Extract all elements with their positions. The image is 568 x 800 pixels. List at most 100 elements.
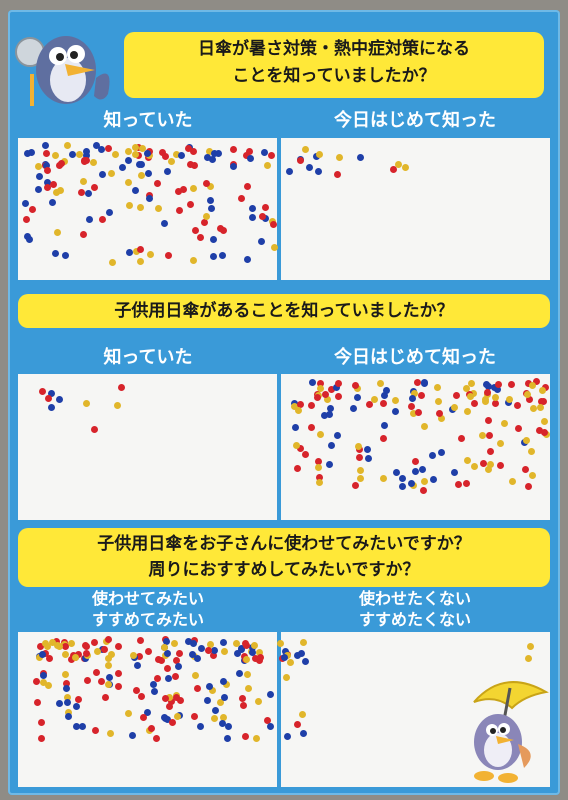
- sticker-dot: [332, 384, 340, 392]
- sticker-dot: [243, 656, 251, 664]
- sticker-dot: [89, 158, 97, 166]
- sticker-dot: [290, 403, 298, 410]
- sticker-dot: [174, 188, 182, 196]
- sticker-dot: [246, 147, 254, 155]
- sticker-dot: [164, 650, 172, 658]
- sticker-dot: [192, 671, 200, 679]
- sticker-dot: [470, 399, 478, 407]
- sticker-dot: [84, 677, 92, 685]
- sticker-dot: [68, 655, 76, 663]
- sticker-dot: [192, 226, 200, 234]
- sticker-dot: [107, 729, 115, 737]
- sticker-dot: [320, 412, 328, 420]
- sticker-dot: [61, 651, 69, 659]
- sticker-dot: [79, 177, 87, 185]
- sticker-dot: [133, 661, 141, 669]
- sticker-dot: [377, 380, 385, 388]
- sticker-dot: [491, 384, 499, 392]
- sticker-dot: [356, 453, 364, 461]
- sticker-dot: [37, 643, 45, 651]
- sticker-dot: [248, 213, 256, 221]
- sticker-dot: [188, 650, 196, 658]
- sticker-dot: [50, 181, 58, 189]
- sticker-dot: [314, 394, 322, 402]
- sticker-dot: [391, 397, 399, 405]
- sticker-dot: [353, 394, 361, 402]
- sticker-dot: [420, 423, 428, 431]
- sticker-dot: [22, 216, 30, 224]
- sticker-dot: [529, 405, 537, 413]
- sticker-dot: [158, 656, 166, 664]
- sticker-dot: [300, 639, 308, 647]
- sticker-dot: [210, 252, 218, 260]
- sticker-dot: [528, 381, 536, 389]
- sticker-dot: [133, 687, 141, 695]
- sticker-dot: [379, 399, 387, 407]
- sticker-dot: [298, 710, 306, 718]
- sticker-dot: [270, 243, 278, 251]
- q2-left-heading: 知っていた: [103, 347, 193, 368]
- sticker-dot: [24, 232, 32, 240]
- sticker-dot: [163, 665, 171, 673]
- sticker-dot: [433, 384, 441, 392]
- sticker-dot: [129, 731, 137, 739]
- sticker-dot: [52, 249, 60, 257]
- sticker-dot: [56, 396, 64, 404]
- sticker-dot: [98, 145, 105, 153]
- sticker-dot: [108, 169, 116, 177]
- sticker-dot: [317, 384, 325, 392]
- sticker-dot: [185, 144, 193, 152]
- sticker-dot: [146, 250, 154, 258]
- sticker-dot: [306, 163, 314, 171]
- sticker-dot: [92, 142, 100, 149]
- sticker-dot: [206, 147, 214, 155]
- sticker-dot: [450, 469, 458, 477]
- sticker-dot: [491, 393, 499, 401]
- sticker-dot: [79, 723, 87, 730]
- sticker-dot: [132, 151, 140, 159]
- sticker-dot: [145, 169, 153, 177]
- sticker-dot: [147, 724, 155, 732]
- sticker-dot: [61, 252, 69, 260]
- sticker-dot: [538, 387, 546, 395]
- sticker-dot: [150, 680, 158, 688]
- sticker-dot: [164, 167, 172, 175]
- sticker-dot: [253, 734, 261, 742]
- sticker-dot: [117, 384, 125, 392]
- sticker-dot: [470, 390, 478, 398]
- sticker-dot: [161, 714, 169, 722]
- sticker-dot: [150, 688, 158, 696]
- sticker-dot: [462, 384, 470, 392]
- sticker-dot: [463, 408, 471, 416]
- sticker-dot: [164, 251, 172, 259]
- q1-right-panel: [281, 138, 550, 280]
- sticker-dot: [352, 381, 360, 389]
- sticker-dot: [370, 396, 378, 404]
- sticker-dot: [419, 465, 427, 473]
- sticker-dot: [220, 714, 227, 722]
- sticker-dot: [83, 156, 91, 164]
- sticker-dot: [176, 650, 184, 658]
- sticker-dot: [193, 655, 201, 663]
- sticker-dot: [536, 403, 544, 411]
- sticker-dot: [211, 150, 219, 157]
- sticker-dot: [365, 400, 373, 408]
- question-3-banner: 子供用日傘をお子さんに使わせてみたいですか？ 周りにおすすめしてみたいですか？: [18, 528, 550, 587]
- sticker-dot: [410, 389, 418, 397]
- sticker-dot: [514, 425, 522, 433]
- sticker-dot: [100, 645, 108, 653]
- sticker-dot: [26, 236, 34, 244]
- sticker-dot: [153, 734, 161, 742]
- sticker-dot: [33, 699, 41, 707]
- sticker-dot: [138, 692, 146, 700]
- sticker-dot: [44, 178, 52, 186]
- sticker-dot: [174, 662, 182, 670]
- sticker-dot: [282, 674, 290, 682]
- sticker-dot: [269, 221, 277, 229]
- sticker-dot: [234, 650, 242, 658]
- sticker-dot: [327, 441, 335, 449]
- sticker-dot: [62, 680, 70, 688]
- sticker-dot: [350, 405, 358, 413]
- sticker-dot: [217, 225, 225, 233]
- sticker-dot: [162, 638, 170, 646]
